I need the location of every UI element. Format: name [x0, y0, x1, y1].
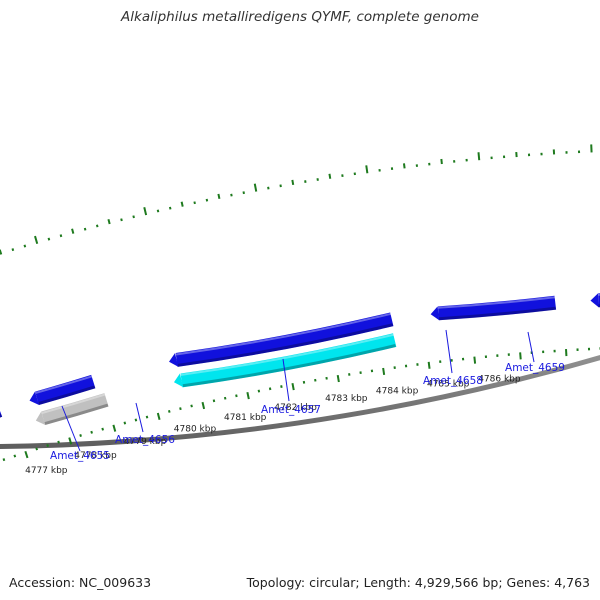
- kbp-tick-label: 4785 kbp: [427, 380, 470, 390]
- kbp-tick-label: 4780 kbp: [174, 425, 217, 435]
- inner-tick: [257, 389, 261, 393]
- kbp-tick-label: 4784 kbp: [376, 386, 419, 396]
- outer-tick: [11, 248, 15, 252]
- inner-tick: [212, 399, 216, 403]
- outer-tick: [328, 173, 332, 179]
- kbp-tick-label: 4783 kbp: [325, 394, 368, 404]
- kbp-tick-label: 4777 kbp: [25, 466, 68, 476]
- inner-tick: [123, 421, 127, 425]
- gene-callout-line: [135, 402, 144, 433]
- inner-tick: [168, 409, 171, 413]
- gene-callout-line: [527, 331, 535, 363]
- inner-tick: [46, 444, 49, 447]
- inner-tick: [112, 424, 117, 432]
- inner-tick: [68, 437, 73, 445]
- outer-tick: [23, 244, 27, 248]
- inner-tick: [519, 352, 522, 360]
- outer-tick: [291, 179, 295, 186]
- gene-callout-line: [282, 358, 290, 402]
- inner-tick: [79, 434, 82, 437]
- kbp-tick-label: 4782 kbp: [274, 403, 317, 413]
- inner-tick: [246, 391, 250, 400]
- inner-tick: [291, 382, 295, 391]
- gene-feature[interactable]: [0, 405, 3, 454]
- outer-tick: [132, 215, 135, 219]
- gene-label-Amet_4658[interactable]: Amet_4658: [423, 375, 483, 387]
- outer-tick: [168, 206, 172, 210]
- outer-tick: [143, 207, 148, 216]
- gene-features: [0, 293, 600, 454]
- outer-tick: [253, 183, 258, 192]
- gene-feature[interactable]: [29, 374, 96, 406]
- outer-tick: [34, 235, 39, 245]
- inner-tick: [473, 356, 477, 364]
- kbp-tick-label: 4786 kbp: [478, 374, 521, 384]
- inner-tick: [201, 401, 206, 410]
- inner-tick: [156, 412, 161, 421]
- outer-tick: [71, 228, 75, 234]
- genome-summary-text: Topology: circular; Length: 4,929,566 bp…: [246, 575, 590, 590]
- inner-tick: [24, 450, 29, 459]
- outer-tick: [180, 201, 184, 207]
- outer-tick: [217, 193, 221, 200]
- inner-tick: [13, 454, 17, 458]
- inner-tick: [101, 427, 104, 431]
- gene-Amet_4657[interactable]: [173, 333, 397, 388]
- inner-tick: [145, 415, 149, 419]
- inner-tick: [382, 367, 386, 376]
- outer-tick: [205, 198, 209, 202]
- genome-title: Alkaliphilus metalliredigens QYMF, compl…: [121, 9, 479, 25]
- inner-tick: [134, 418, 138, 422]
- coordinate-tick-labels: 4777 kbp 4778 kbp 4779 kbp 4780 kbp 4781 kbp…: [25, 374, 521, 476]
- coordinate-tick-ring: [2, 347, 600, 462]
- kbp-tick-label: 4778 kbp: [74, 451, 117, 461]
- gene-feature[interactable]: [169, 312, 394, 367]
- gene-feature[interactable]: [590, 293, 600, 308]
- gene-Amet_4656[interactable]: [35, 393, 109, 426]
- inner-tick: [190, 404, 193, 408]
- inner-tick: [336, 374, 340, 383]
- genome-backbone: [0, 354, 600, 449]
- gene-callout-line: [445, 329, 453, 374]
- inner-tick: [35, 447, 39, 451]
- inner-tick: [427, 361, 431, 369]
- outer-tick: [365, 165, 369, 174]
- outer-tick: [477, 152, 481, 161]
- gene-callout-line: [61, 405, 81, 452]
- gene-label-Amet_4657[interactable]: Amet_4657: [261, 404, 321, 416]
- accession-text: Accession: NC_009633: [9, 575, 152, 590]
- gene-callouts: Amet_4655 Amet_4656 Amet_4657 Amet_4658 Amet…: [50, 329, 565, 462]
- outer-tick: [0, 249, 3, 255]
- outer-tick: [83, 227, 87, 231]
- gene-label-Amet_4659[interactable]: Amet_4659: [505, 362, 565, 374]
- outer-tick: [107, 218, 111, 225]
- inner-tick: [235, 394, 238, 398]
- outer-tick: [402, 163, 406, 169]
- kbp-tick-label: 4781 kbp: [224, 413, 267, 423]
- outer-tick: [47, 237, 51, 241]
- outer-tick: [59, 234, 63, 238]
- inner-tick: [90, 430, 93, 434]
- inner-tick: [2, 458, 6, 462]
- outer-tick: [156, 209, 160, 213]
- outer-tick: [120, 218, 123, 222]
- outer-tick: [95, 224, 99, 228]
- inner-tick: [223, 396, 227, 400]
- inner-tick: [179, 407, 182, 411]
- outer-tick: [440, 158, 443, 165]
- outer-tick-ring: [0, 144, 593, 255]
- kbp-tick-label: 4779 kbp: [124, 437, 167, 447]
- gene-label-Amet_4655[interactable]: Amet_4655: [50, 450, 110, 462]
- gene-label-Amet_4656[interactable]: Amet_4656: [115, 434, 175, 446]
- gene-feature[interactable]: [430, 295, 557, 321]
- outer-tick: [193, 201, 196, 205]
- inner-tick: [57, 440, 60, 444]
